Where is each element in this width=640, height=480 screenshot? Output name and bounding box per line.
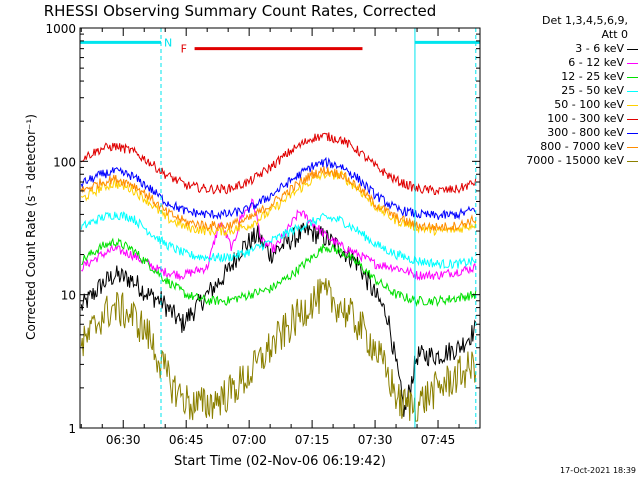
legend-label: 25 - 50 keV [561, 84, 624, 97]
x-tick-label: 07:00 [232, 433, 267, 447]
legend-label: 6 - 12 keV [568, 56, 624, 69]
series-layer [80, 132, 477, 422]
legend-label: 50 - 100 keV [554, 98, 624, 111]
y-tick-label: 1000 [45, 22, 76, 36]
legend-entry: 50 - 100 keV [486, 98, 638, 112]
x-tick-label: 06:30 [106, 433, 141, 447]
legend-header-1: Det 1,3,4,5,6,9, [541, 14, 628, 27]
legend-entry: 12 - 25 keV [486, 70, 638, 84]
legend-swatch [627, 147, 638, 148]
series-line-5 [80, 169, 477, 238]
legend: Det 1,3,4,5,6,9, Att 0 3 - 6 keV 6 - 12 k… [486, 14, 638, 168]
legend-swatch [627, 161, 638, 162]
y-tick-label: 100 [53, 155, 76, 169]
generation-timestamp: 17-Oct-2021 18:39 [560, 466, 636, 475]
legend-entry: 7000 - 15000 keV [486, 154, 638, 168]
series-line-1 [80, 222, 477, 417]
legend-swatch [627, 105, 638, 106]
plot-frame [79, 27, 481, 429]
legend-label: 3 - 6 keV [575, 42, 624, 55]
legend-swatch [627, 77, 638, 78]
legend-entry: 800 - 7000 keV [486, 140, 638, 154]
legend-swatch [627, 119, 638, 120]
legend-entry: 300 - 800 keV [486, 126, 638, 140]
annotation-label-N: N [164, 36, 172, 49]
series-line-2 [81, 198, 477, 282]
x-axis-label: Start Time (02-Nov-06 06:19:42) [174, 454, 386, 469]
series-line-4 [80, 211, 477, 270]
legend-header-2: Att 0 [601, 28, 628, 41]
series-line-6 [80, 132, 477, 196]
legend-label: 300 - 800 keV [547, 126, 624, 139]
legend-swatch [627, 63, 638, 64]
y-axis-label: Corrected Count Rate (s⁻¹ detector⁻¹) [24, 114, 38, 340]
series-line-7 [80, 156, 477, 220]
legend-entry: 100 - 300 keV [486, 112, 638, 126]
legend-entry: 25 - 50 keV [486, 84, 638, 98]
y-tick-label: 10 [61, 289, 76, 303]
legend-label: 100 - 300 keV [547, 112, 624, 125]
axes-layer: 06:30 06:45 07:00 07:15 07:30 07:45 1 10 100 1000 [45, 22, 481, 447]
series-line-8 [80, 166, 477, 232]
legend-swatch [627, 133, 638, 134]
legend-swatch [627, 91, 638, 92]
y-tick-label: 1 [68, 422, 76, 436]
legend-label: 12 - 25 keV [561, 70, 624, 83]
legend-label: 7000 - 15000 keV [526, 154, 624, 167]
x-tick-label: 07:30 [358, 433, 393, 447]
annotation-label-F: F [181, 43, 187, 56]
legend-label: 800 - 7000 keV [540, 140, 624, 153]
x-tick-label: 06:45 [169, 433, 204, 447]
legend-entry: 6 - 12 keV [486, 56, 638, 70]
series-line-3 [81, 237, 477, 308]
legend-swatch [627, 49, 638, 50]
chart-title: RHESSI Observing Summary Count Rates, Co… [43, 2, 437, 20]
legend-entry: 3 - 6 keV [486, 42, 638, 56]
x-tick-label: 07:15 [295, 433, 330, 447]
series-line-9 [80, 278, 477, 422]
legend-entries: 3 - 6 keV 6 - 12 keV 12 - 25 keV 25 - 50 ke… [486, 42, 638, 168]
x-tick-label: 07:45 [421, 433, 456, 447]
